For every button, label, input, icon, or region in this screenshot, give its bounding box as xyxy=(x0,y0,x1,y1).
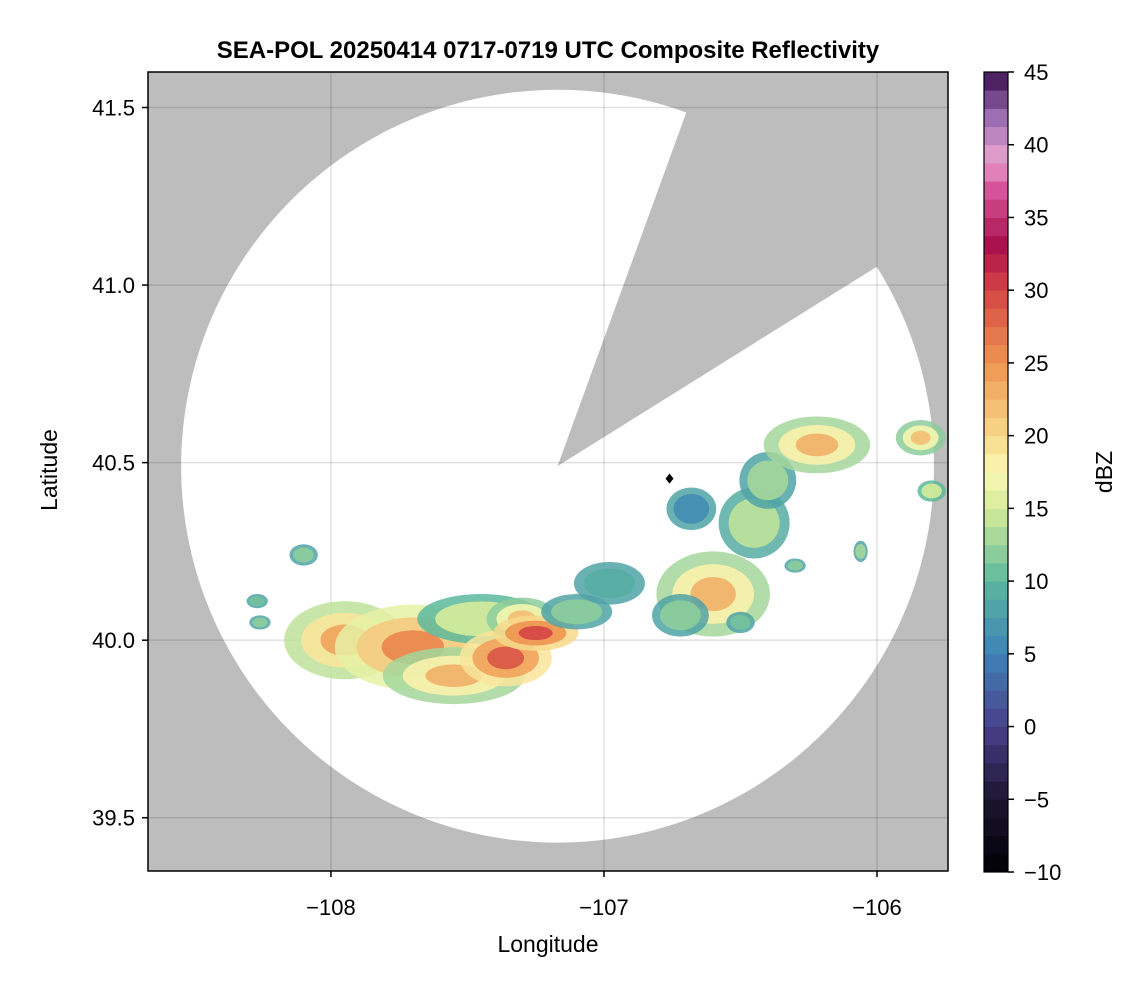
colorbar-tick-label: 35 xyxy=(1024,205,1048,230)
echo-cell xyxy=(730,614,751,630)
echo-cell xyxy=(921,483,942,499)
echo-cell xyxy=(728,498,780,548)
echo-cell xyxy=(787,560,803,571)
colorbar-segment xyxy=(984,362,1008,382)
colorbar-segment xyxy=(984,90,1008,109)
colorbar-segment xyxy=(984,217,1008,237)
colorbar-segment xyxy=(984,272,1008,291)
echo-cell xyxy=(659,600,701,631)
colorbar-segment xyxy=(984,235,1008,255)
colorbar-segment xyxy=(984,781,1008,800)
colorbar-tick-label: −10 xyxy=(1024,860,1061,885)
echo-cells xyxy=(246,416,946,705)
echo-cell-core xyxy=(518,625,553,641)
colorbar-segment xyxy=(984,744,1008,764)
colorbar-segment xyxy=(984,435,1008,455)
colorbar-tick-label: 45 xyxy=(1024,60,1048,85)
colorbar-segment xyxy=(984,326,1008,346)
colorbar-tick-label: 10 xyxy=(1024,569,1048,594)
colorbar-segment xyxy=(984,181,1008,200)
colorbar-segment xyxy=(984,108,1008,128)
colorbar-segment xyxy=(984,490,1008,509)
colorbar-segment xyxy=(984,417,1008,437)
colorbar-segment xyxy=(984,199,1008,218)
colorbar-segment xyxy=(984,835,1008,855)
colorbar-tick-label: 15 xyxy=(1024,496,1048,521)
y-tick-label: 40.5 xyxy=(92,451,135,476)
colorbar-frame xyxy=(983,71,1009,873)
colorbar-segment xyxy=(984,526,1008,546)
echo-cell xyxy=(583,568,636,599)
colorbar-segment xyxy=(984,162,1008,182)
colorbar-segment xyxy=(984,799,1008,818)
echo-cell-core xyxy=(795,433,839,457)
colorbar-tick-label: 20 xyxy=(1024,424,1048,449)
chart-title: SEA-POL 20250414 0717-0719 UTC Composite… xyxy=(217,37,880,64)
colorbar-segment xyxy=(984,581,1008,600)
colorbar-segment xyxy=(984,144,1008,164)
colorbar-tick-label: −5 xyxy=(1024,787,1049,812)
x-tick-label: −107 xyxy=(579,895,629,920)
colorbar-label: dBZ xyxy=(1091,451,1117,493)
plot-frame xyxy=(147,71,949,872)
colorbar-segment xyxy=(984,635,1008,655)
colorbar-segment xyxy=(984,817,1008,837)
colorbar-segment xyxy=(984,690,1008,709)
colorbar-segment xyxy=(984,653,1008,673)
y-axis-label: Latitude xyxy=(36,429,62,511)
colorbar-segment xyxy=(984,599,1008,618)
y-tick-label: 40.0 xyxy=(92,628,135,653)
colorbar-segment xyxy=(984,290,1008,309)
colorbar-segment xyxy=(984,853,1008,873)
colorbar-segment xyxy=(984,544,1008,564)
colorbar-segment xyxy=(984,126,1008,146)
site-marker-icon xyxy=(665,473,674,484)
colorbar-segment xyxy=(984,381,1008,400)
colorbar-segment xyxy=(984,72,1008,91)
colorbar-segment xyxy=(984,453,1008,473)
echo-cell xyxy=(551,599,603,625)
echo-cell xyxy=(252,617,268,628)
echo-cell xyxy=(293,547,314,563)
colorbar-tick-label: 25 xyxy=(1024,351,1048,376)
echo-cell xyxy=(249,596,265,607)
colorbar-segment xyxy=(984,399,1008,418)
echo-cell xyxy=(673,493,710,524)
colorbar-tick-label: 30 xyxy=(1024,278,1048,303)
colorbar-segment xyxy=(984,472,1008,491)
colorbar-segment xyxy=(984,708,1008,728)
colorbar-segment xyxy=(984,562,1008,582)
colorbar-segment xyxy=(984,762,1008,782)
y-tick-label: 39.5 xyxy=(92,806,135,831)
echo-cell xyxy=(855,543,866,559)
x-axis: −108 −107 −106 xyxy=(306,871,902,920)
colorbar-segment xyxy=(984,308,1008,328)
x-axis-label: Longitude xyxy=(497,931,598,957)
colorbar-segment xyxy=(984,617,1008,637)
colorbar-segment xyxy=(984,508,1008,528)
colorbar-segment xyxy=(984,344,1008,364)
echo-cell-core xyxy=(487,646,525,670)
echo-cell-core xyxy=(910,430,931,445)
x-tick-label: −106 xyxy=(852,895,902,920)
colorbar-tick-label: 0 xyxy=(1024,715,1036,740)
colorbar: −10 −5 0 5 10 15 20 25 30 35 40 45 xyxy=(983,60,1061,885)
y-tick-label: 41.0 xyxy=(92,273,135,298)
echo-cell xyxy=(747,460,789,501)
colorbar-segment xyxy=(984,672,1008,691)
plot-area xyxy=(148,72,948,871)
y-axis: 39.5 40.0 40.5 41.0 41.5 xyxy=(92,96,148,831)
colorbar-tick-label: 5 xyxy=(1024,642,1036,667)
colorbar-segment xyxy=(984,253,1008,273)
y-tick-label: 41.5 xyxy=(92,96,135,121)
x-tick-label: −108 xyxy=(306,895,356,920)
colorbar-tick-label: 40 xyxy=(1024,133,1048,158)
colorbar-segment xyxy=(984,726,1008,746)
